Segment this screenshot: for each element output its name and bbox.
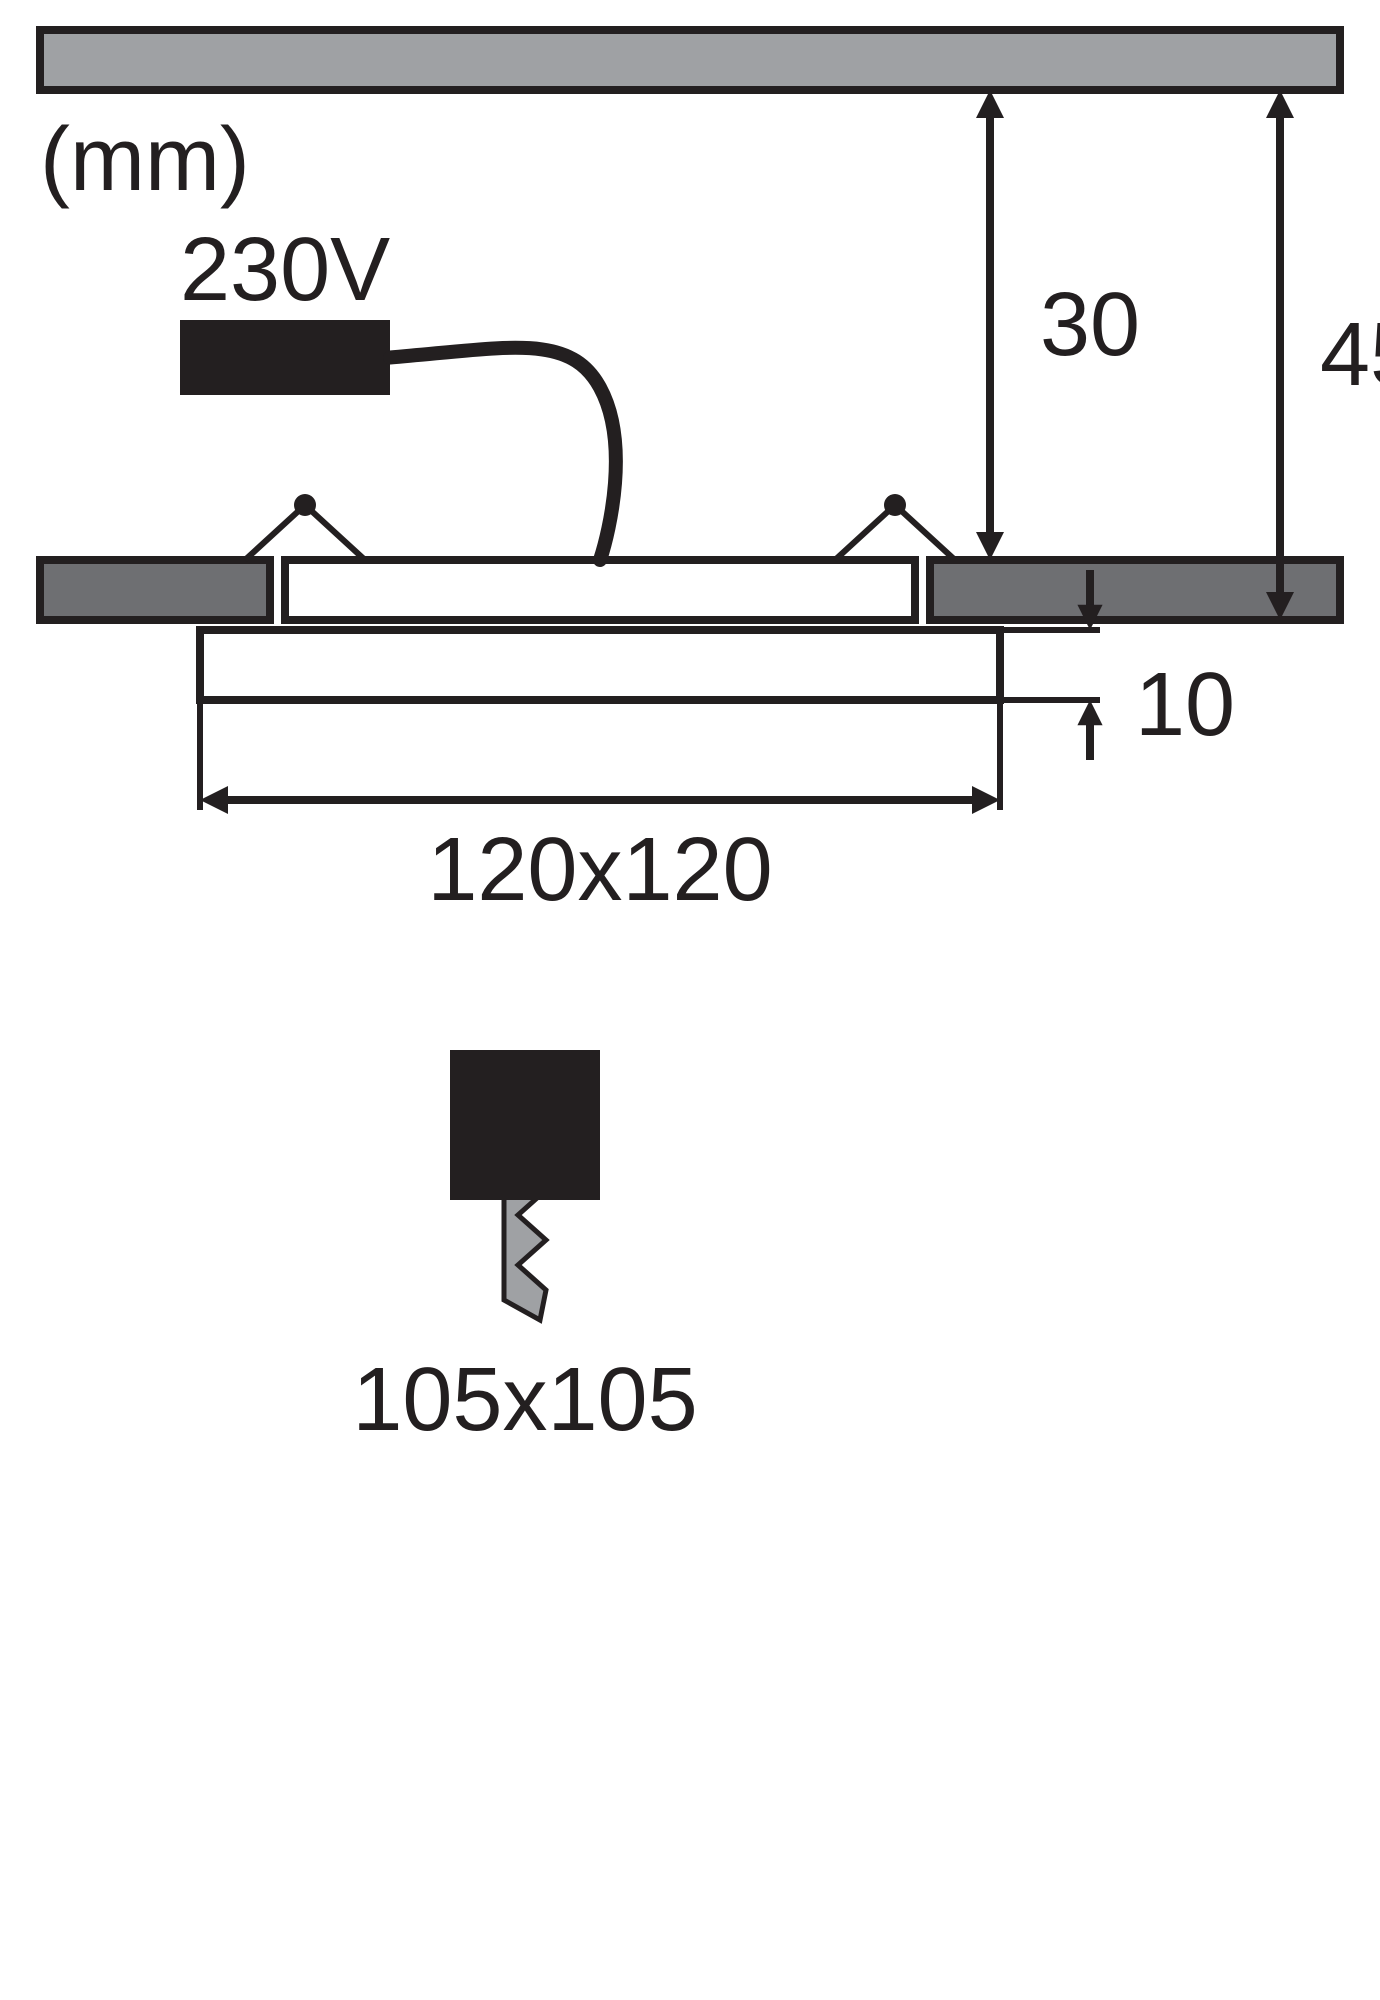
spring-line [835,505,895,560]
arrow-head [972,786,1000,814]
spring-pivot [884,494,906,516]
unit-label: (mm) [40,110,250,210]
mount-left [40,560,270,620]
jigsaw-body-front-icon [450,1050,600,1200]
dim-panel: 120x120 [427,820,772,920]
spring-pivot [294,494,316,516]
dim-total: 45 [1320,305,1380,405]
spring-line [245,505,305,560]
driver-block [180,320,390,395]
panel-inner [285,560,915,620]
dim-cutout: 105x105 [352,1350,697,1450]
arrow-head [200,786,228,814]
voltage-label: 230V [180,220,390,320]
arrow-head [1266,90,1294,118]
arrow-head [1077,700,1102,725]
spring-line [895,505,955,560]
ceiling-bar [40,30,1340,90]
spring-line [305,505,365,560]
arrow-head [976,532,1004,560]
arrow-head [976,90,1004,118]
panel-bezel [200,630,1000,700]
dim-clearance: 30 [1040,275,1140,375]
driver-wire [390,348,616,560]
dim-bezel: 10 [1135,655,1235,755]
